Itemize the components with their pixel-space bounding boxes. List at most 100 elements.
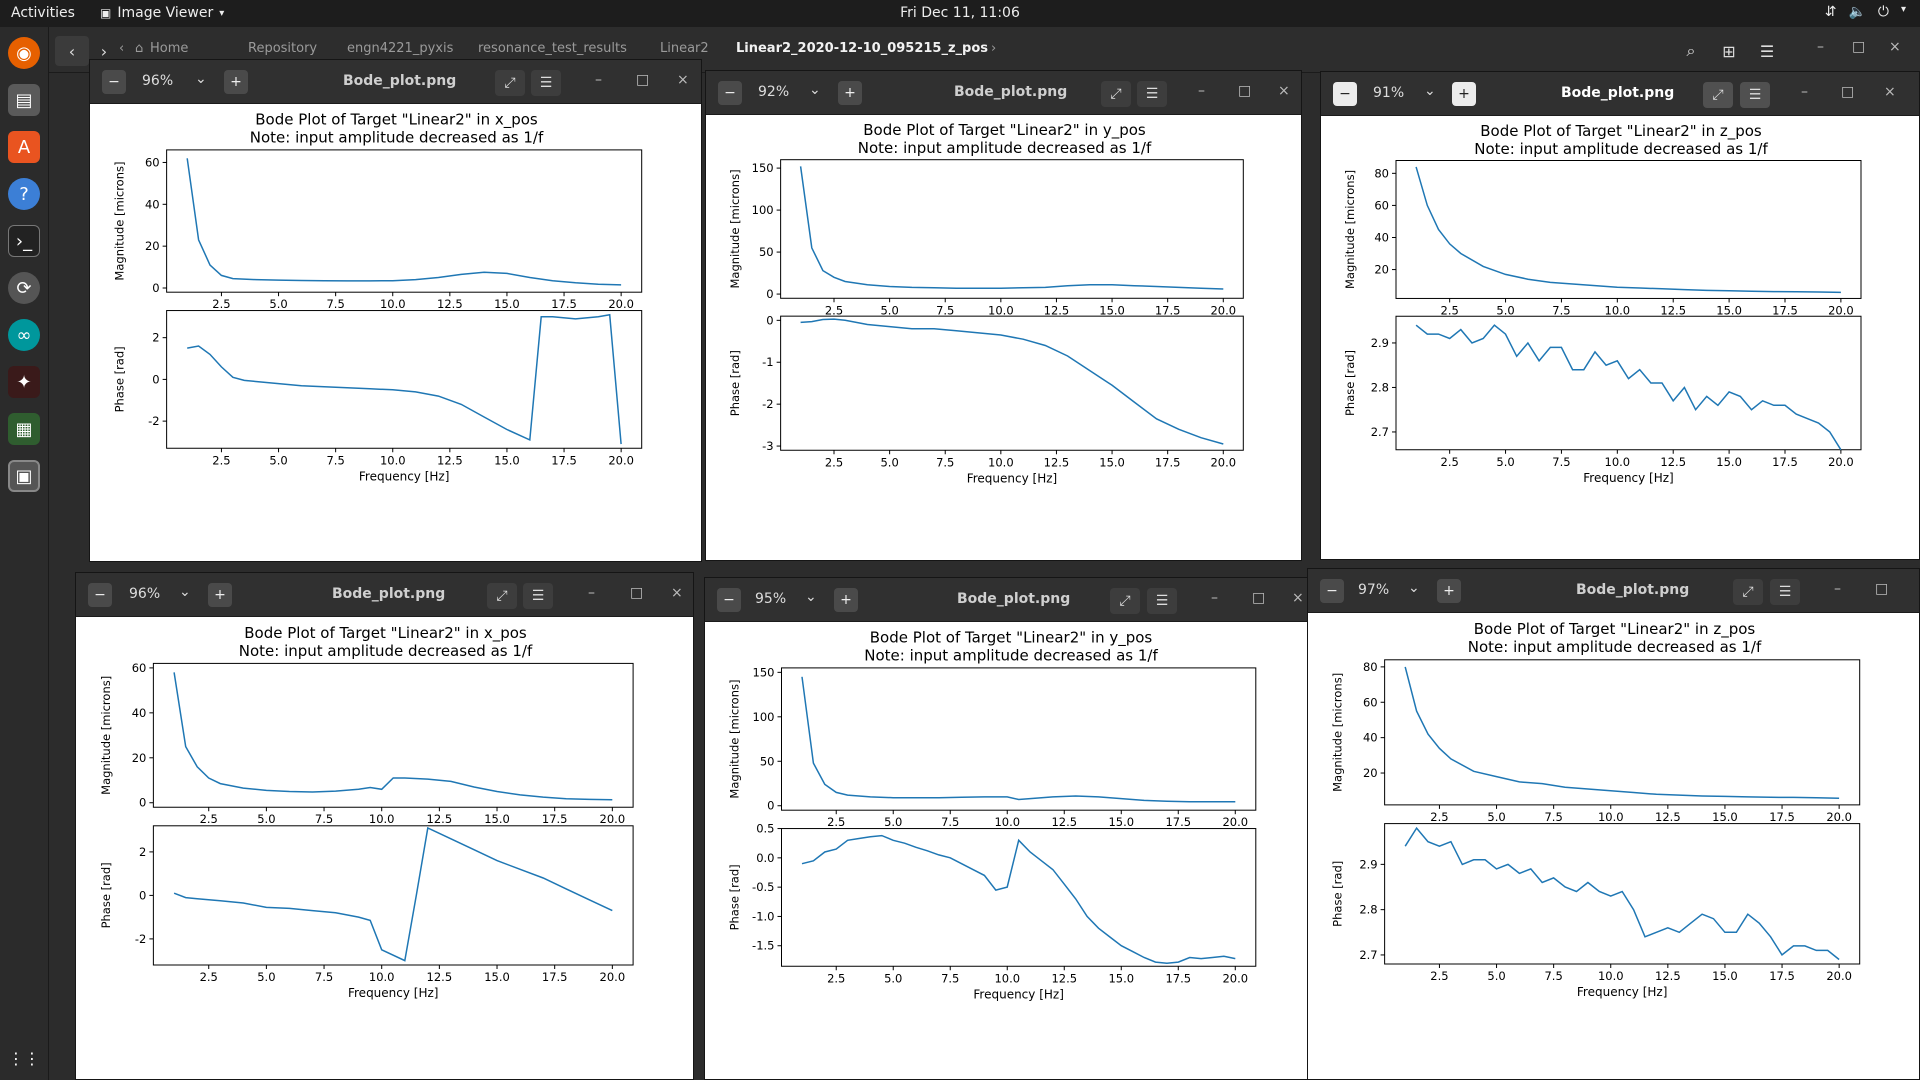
close-button[interactable]: × xyxy=(1292,590,1304,606)
close-button[interactable]: × xyxy=(671,585,683,601)
maximize-button[interactable]: □ xyxy=(1841,84,1855,100)
maximize-button[interactable]: □ xyxy=(1252,590,1266,606)
zoom-out-button[interactable]: − xyxy=(718,81,742,105)
zoom-level[interactable]: 96% xyxy=(129,586,161,602)
menu-button[interactable]: ☰ xyxy=(523,583,553,609)
zoom-level[interactable]: 97% xyxy=(1358,582,1390,598)
image-window-x-pos-bottom[interactable]: − 96% ⌄ + Bode_plot.png ⤢ ☰ – □ × Bode P… xyxy=(75,572,694,1080)
updater-icon[interactable]: ⟳ xyxy=(8,272,40,304)
chevron-down-icon[interactable]: ⌄ xyxy=(1408,580,1420,596)
activities-button[interactable]: Activities xyxy=(11,5,75,21)
arduino-icon[interactable]: ∞ xyxy=(8,319,40,351)
firefox-icon[interactable]: ◉ xyxy=(8,37,40,69)
breadcrumb-engn4221[interactable]: engn4221_pyxis xyxy=(347,41,454,56)
minimize-button[interactable]: – xyxy=(1198,83,1205,99)
image-viewer-icon[interactable]: ▣ xyxy=(8,460,40,492)
breadcrumb-resonance[interactable]: resonance_test_results xyxy=(478,41,627,56)
zoom-level[interactable]: 91% xyxy=(1373,85,1405,101)
zoom-in-button[interactable]: + xyxy=(1452,82,1476,106)
menu-button[interactable]: ☰ xyxy=(1147,588,1177,614)
minimize-button[interactable]: – xyxy=(1801,84,1808,100)
window-header: − 97% ⌄ + Bode_plot.png ⤢ ☰ – □ xyxy=(1308,569,1919,613)
zoom-in-button[interactable]: + xyxy=(208,583,232,607)
minimize-button[interactable]: – xyxy=(588,585,595,601)
breadcrumb-home[interactable]: Home xyxy=(150,41,189,56)
zoom-out-button[interactable]: − xyxy=(1320,579,1344,603)
chevron-down-icon[interactable]: ⌄ xyxy=(195,71,207,87)
maximize-button[interactable]: □ xyxy=(1875,581,1889,597)
minimize-button[interactable]: – xyxy=(595,72,602,88)
path-bar: ‹ › ‹ ⌂ Home Repository engn4221_pyxis r… xyxy=(49,27,1920,73)
maximize-button[interactable]: □ xyxy=(630,585,644,601)
zoom-out-button[interactable]: − xyxy=(1333,82,1357,106)
zoom-in-button[interactable]: + xyxy=(838,81,862,105)
y-tick-label: 150 xyxy=(752,161,774,175)
maximize-button[interactable]: □ xyxy=(1238,83,1252,99)
clock[interactable]: Fri Dec 11, 11:06 xyxy=(900,5,1020,21)
chevron-down-icon[interactable]: ⌄ xyxy=(809,82,821,98)
files-icon[interactable]: ▤ xyxy=(8,84,40,116)
menu-button[interactable]: ☰ xyxy=(1137,81,1167,107)
system-tray[interactable]: ⇵ 🔈 ⏻ ▾ xyxy=(1825,4,1906,20)
zoom-in-button[interactable]: + xyxy=(224,70,248,94)
zoom-in-button[interactable]: + xyxy=(834,588,858,612)
ros-icon[interactable]: ✦ xyxy=(8,366,40,398)
fullscreen-button[interactable]: ⤢ xyxy=(1733,579,1763,605)
grid-view-button[interactable]: ⊞ xyxy=(1722,41,1736,61)
chevron-down-icon[interactable]: ⌄ xyxy=(805,589,817,605)
app-menu[interactable]: ▣ Image Viewer ▾ xyxy=(100,5,224,21)
x-tick-label: 20.0 xyxy=(1222,971,1248,985)
menu-button[interactable]: ☰ xyxy=(1759,41,1775,61)
fullscreen-button[interactable]: ⤢ xyxy=(1703,82,1733,108)
zoom-out-button[interactable]: − xyxy=(717,588,741,612)
search-button[interactable]: ⌕ xyxy=(1686,41,1696,60)
image-window-x-pos-top[interactable]: − 96% ⌄ + Bode_plot.png ⤢ ☰ – □ × Bode P… xyxy=(89,59,702,562)
software-center-icon[interactable]: A xyxy=(8,131,40,163)
close-button[interactable]: × xyxy=(677,72,689,88)
zoom-level[interactable]: 96% xyxy=(142,73,174,89)
scroll-right-icon[interactable]: › xyxy=(991,41,997,56)
close-button[interactable]: × xyxy=(1889,39,1901,55)
chevron-down-icon[interactable]: ⌄ xyxy=(1424,83,1436,99)
zoom-level[interactable]: 95% xyxy=(755,591,787,607)
breadcrumb-linear2[interactable]: Linear2 xyxy=(660,41,709,56)
minimize-button[interactable]: – xyxy=(1834,581,1841,597)
close-button[interactable]: × xyxy=(1278,83,1290,99)
chevron-down-icon[interactable]: ⌄ xyxy=(179,584,191,600)
menu-button[interactable]: ☰ xyxy=(1770,579,1800,605)
x-tick-label: 20.0 xyxy=(1222,815,1248,829)
image-window-y-pos-bottom[interactable]: − 95% ⌄ + Bode_plot.png ⤢ ☰ – □ × Bode P… xyxy=(704,577,1316,1080)
image-window-z-pos-bottom[interactable]: − 97% ⌄ + Bode_plot.png ⤢ ☰ – □ Bode Plo… xyxy=(1307,568,1920,1080)
back-button[interactable]: ‹ xyxy=(55,36,89,66)
x-tick-label: 2.5 xyxy=(1430,969,1448,983)
fullscreen-button[interactable]: ⤢ xyxy=(1101,81,1131,107)
x-tick-label: 10.0 xyxy=(1605,303,1631,317)
menu-button[interactable]: ☰ xyxy=(1740,82,1770,108)
minimize-button[interactable]: – xyxy=(1817,39,1824,55)
image-window-y-pos-top[interactable]: − 92% ⌄ + Bode_plot.png ⤢ ☰ – □ × Bode P… xyxy=(705,70,1302,561)
fullscreen-button[interactable]: ⤢ xyxy=(1110,588,1140,614)
zoom-out-button[interactable]: − xyxy=(102,70,126,94)
x-tick-label: 5.0 xyxy=(257,970,275,984)
minimize-button[interactable]: – xyxy=(1211,590,1218,606)
zoom-out-button[interactable]: − xyxy=(88,583,112,607)
scroll-left-icon[interactable]: ‹ xyxy=(119,41,125,56)
close-button[interactable]: × xyxy=(1884,84,1896,100)
chart-title: Bode Plot of Target "Linear2" in z_pos xyxy=(1474,620,1756,639)
fullscreen-button[interactable]: ⤢ xyxy=(495,70,525,96)
fullscreen-button[interactable]: ⤢ xyxy=(487,583,517,609)
maximize-button[interactable]: □ xyxy=(1852,39,1866,55)
board-icon[interactable]: ▦ xyxy=(8,413,40,445)
forward-button[interactable]: › xyxy=(100,41,108,61)
help-icon[interactable]: ? xyxy=(8,178,40,210)
y-tick-label: 40 xyxy=(1363,731,1378,745)
breadcrumb-current-file[interactable]: Linear2_2020-12-10_095215_z_pos xyxy=(736,41,989,56)
breadcrumb-repository[interactable]: Repository xyxy=(248,41,318,56)
zoom-in-button[interactable]: + xyxy=(1437,579,1461,603)
terminal-icon[interactable]: ›_ xyxy=(8,225,40,257)
zoom-level[interactable]: 92% xyxy=(758,84,790,100)
menu-button[interactable]: ☰ xyxy=(531,70,561,96)
maximize-button[interactable]: □ xyxy=(636,72,650,88)
image-window-z-pos-top[interactable]: − 91% ⌄ + Bode_plot.png ⤢ ☰ – □ × Bode P… xyxy=(1320,71,1920,560)
show-apps-icon[interactable]: ⋮⋮ xyxy=(8,1048,40,1068)
